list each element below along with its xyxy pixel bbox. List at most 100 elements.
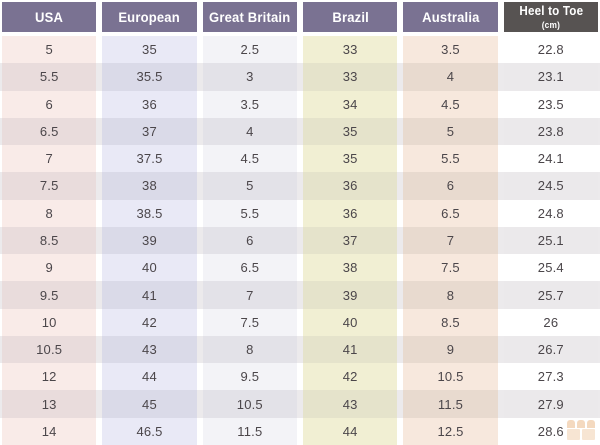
table-cell-heel-to-toe: 23.5: [503, 90, 598, 118]
table-row: 8.5 39 6 37 7 25.1: [0, 226, 600, 255]
table-cell-european: 35: [102, 36, 197, 64]
table-cell-australia: 3.5: [403, 36, 498, 64]
table-row: 5.5 35.5 3 33 4 23.1: [0, 63, 600, 91]
table-cell-brazil: 43: [303, 390, 398, 418]
table-cell-heel-to-toe: 25.4: [503, 254, 598, 282]
table-cell-brazil: 37: [303, 226, 398, 255]
table-cell-brazil: 40: [303, 308, 398, 336]
table-cell-heel-to-toe: 26.7: [503, 335, 598, 364]
table-cell-usa: 14: [2, 417, 97, 445]
column-header-label: European: [118, 8, 181, 25]
table-row: 14 46.5 11.5 44 12.5 28.6: [0, 417, 600, 445]
table-cell-usa: 10.5: [2, 335, 97, 364]
table-cell-usa: 10: [2, 308, 97, 336]
table-cell-brazil: 38: [303, 254, 398, 282]
table-cell-european: 44: [102, 363, 197, 391]
table-cell-usa: 7.5: [2, 172, 97, 200]
column-header-usa: USA: [2, 2, 97, 32]
table-row: 9 40 6.5 38 7.5 25.4: [0, 254, 600, 282]
table-cell-great-britain: 8: [202, 335, 297, 364]
table-cell-heel-to-toe: 24.8: [503, 199, 598, 227]
table-cell-usa: 6: [2, 90, 97, 118]
table-cell-usa: 6.5: [2, 117, 97, 146]
table-cell-australia: 12.5: [403, 417, 498, 445]
table-cell-great-britain: 6.5: [202, 254, 297, 282]
table-cell-usa: 12: [2, 363, 97, 391]
table-cell-brazil: 42: [303, 363, 398, 391]
table-cell-great-britain: 3: [202, 63, 297, 91]
column-header-great-britain: Great Britain: [202, 2, 297, 32]
table-row: 9.5 41 7 39 8 25.7: [0, 281, 600, 309]
table-cell-brazil: 36: [303, 199, 398, 227]
table-row: 12 44 9.5 42 10.5 27.3: [0, 363, 600, 391]
table-cell-heel-to-toe: 24.5: [503, 172, 598, 200]
table-row: 6.5 37 4 35 5 23.8: [0, 117, 600, 146]
table-cell-european: 40: [102, 254, 197, 282]
table-cell-heel-to-toe: 27.9: [503, 390, 598, 418]
table-cell-usa: 8.5: [2, 226, 97, 255]
table-row: 7 37.5 4.5 35 5.5 24.1: [0, 145, 600, 173]
table-cell-great-britain: 5: [202, 172, 297, 200]
table-cell-australia: 8: [403, 281, 498, 309]
table-cell-brazil: 35: [303, 117, 398, 146]
table-cell-great-britain: 6: [202, 226, 297, 255]
table-cell-european: 41: [102, 281, 197, 309]
table-cell-great-britain: 10.5: [202, 390, 297, 418]
table-cell-australia: 10.5: [403, 363, 498, 391]
table-cell-european: 37.5: [102, 145, 197, 173]
table-cell-heel-to-toe: 26: [503, 308, 598, 336]
table-cell-european: 39: [102, 226, 197, 255]
table-cell-heel-to-toe: 23.1: [503, 63, 598, 91]
table-cell-great-britain: 4.5: [202, 145, 297, 173]
table-cell-european: 43: [102, 335, 197, 364]
table-cell-australia: 7: [403, 226, 498, 255]
table-cell-australia: 7.5: [403, 254, 498, 282]
column-header-australia: Australia: [403, 2, 498, 32]
table-cell-european: 46.5: [102, 417, 197, 445]
table-cell-australia: 4: [403, 63, 498, 91]
table-row: 8 38.5 5.5 36 6.5 24.8: [0, 199, 600, 227]
table-cell-brazil: 35: [303, 145, 398, 173]
table-cell-usa: 5: [2, 36, 97, 64]
table-cell-usa: 9.5: [2, 281, 97, 309]
table-cell-brazil: 33: [303, 36, 398, 64]
table-cell-heel-to-toe: 24.1: [503, 145, 598, 173]
table-cell-heel-to-toe: 22.8: [503, 36, 598, 64]
table-cell-brazil: 44: [303, 417, 398, 445]
table-cell-european: 38.5: [102, 199, 197, 227]
table-body: 5 35 2.5 33 3.5 22.8 5.5 35.5 3 33 4 23.1 6 36 3.5 34 4.…: [0, 36, 600, 445]
table-cell-great-britain: 5.5: [202, 199, 297, 227]
table-cell-heel-to-toe: 27.3: [503, 363, 598, 391]
column-header-label: Australia: [421, 8, 480, 25]
table-row: 13 45 10.5 43 11.5 27.9: [0, 390, 600, 418]
table-cell-australia: 6: [403, 172, 498, 200]
table-cell-european: 36: [102, 90, 197, 118]
table-cell-australia: 8.5: [403, 308, 498, 336]
column-header-label: Brazil: [331, 8, 369, 25]
table-row: 5 35 2.5 33 3.5 22.8: [0, 36, 600, 64]
column-header-european: European: [102, 2, 197, 32]
table-cell-great-britain: 4: [202, 117, 297, 146]
table-cell-heel-to-toe: 25.1: [503, 226, 598, 255]
column-header-label: USA: [35, 8, 64, 25]
table-cell-australia: 11.5: [403, 390, 498, 418]
table-cell-australia: 9: [403, 335, 498, 364]
table-cell-australia: 4.5: [403, 90, 498, 118]
table-cell-usa: 9: [2, 254, 97, 282]
table-cell-brazil: 33: [303, 63, 398, 91]
table-cell-great-britain: 2.5: [202, 36, 297, 64]
table-cell-european: 35.5: [102, 63, 197, 91]
table-cell-brazil: 41: [303, 335, 398, 364]
table-row: 10.5 43 8 41 9 26.7: [0, 335, 600, 364]
table-cell-australia: 5.5: [403, 145, 498, 173]
table-cell-brazil: 36: [303, 172, 398, 200]
table-cell-usa: 7: [2, 145, 97, 173]
table-row: 10 42 7.5 40 8.5 26: [0, 308, 600, 336]
table-cell-australia: 5: [403, 117, 498, 146]
table-cell-european: 37: [102, 117, 197, 146]
table-cell-european: 38: [102, 172, 197, 200]
table-cell-brazil: 39: [303, 281, 398, 309]
table-cell-heel-to-toe: 25.7: [503, 281, 598, 309]
table-cell-usa: 5.5: [2, 63, 97, 91]
table-cell-great-britain: 11.5: [202, 417, 297, 445]
